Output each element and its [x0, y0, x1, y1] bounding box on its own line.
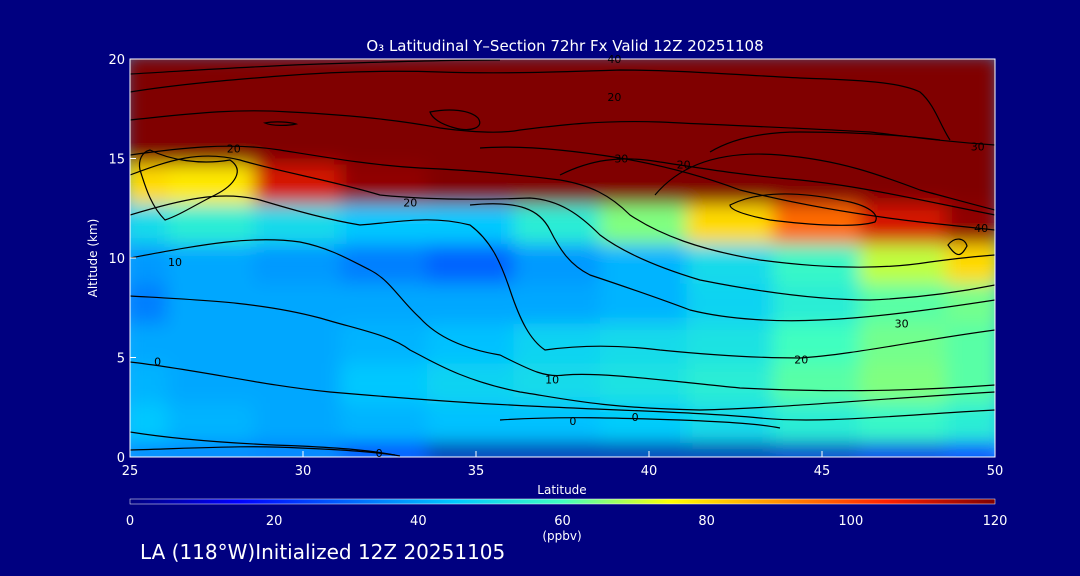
contour-line [130, 59, 501, 75]
contour-line [130, 446, 396, 456]
y-tick-label: 0 [117, 451, 125, 466]
x-tick-label: 25 [122, 464, 139, 479]
contour-label: 0 [154, 355, 161, 368]
contour-label: 30 [895, 318, 909, 331]
colorbar-tick-label: 20 [266, 514, 283, 529]
colorbar [129, 498, 996, 505]
heatmap-cell [513, 59, 612, 85]
contour-line [469, 203, 995, 322]
colorbar-tick-label: 60 [554, 514, 571, 529]
contour-line [559, 158, 995, 216]
contour-line [709, 131, 941, 153]
contour-line [130, 69, 951, 141]
contour-line [262, 121, 299, 126]
contour-line [130, 431, 401, 457]
contour-label: 0 [632, 411, 639, 424]
contour-line [729, 193, 877, 226]
contour-label: 30 [614, 153, 628, 166]
contour-line [130, 239, 995, 392]
colorbar-tick-label: 0 [126, 514, 134, 529]
heatmap-cell [686, 59, 785, 85]
contour-label: 20 [403, 196, 417, 209]
x-tick-label: 45 [814, 464, 831, 479]
colorbar-tick-label: 100 [838, 514, 863, 529]
contour-line [130, 295, 995, 411]
y-tick-label: 5 [117, 352, 125, 367]
contour-line [130, 155, 995, 301]
y-tick-label: 10 [108, 252, 125, 267]
x-axis-label: Latitude [537, 483, 586, 497]
contour-line [130, 361, 995, 421]
contour-label: 0 [569, 415, 576, 428]
y-tick-label: 15 [108, 153, 125, 168]
colorbar-tick-label: 40 [410, 514, 427, 529]
contour-label: 40 [607, 53, 621, 66]
contour-label: 20 [607, 91, 621, 104]
heatmap-cell [945, 59, 995, 85]
y-tick-label: 20 [108, 53, 125, 68]
contour-line [130, 145, 995, 268]
chart-title: O₃ Latitudinal Y–Section 72hr Fx Valid 1… [366, 37, 763, 55]
colorbar-tick-label: 80 [698, 514, 715, 529]
contour-line [654, 153, 995, 211]
contour-line [130, 195, 995, 359]
contour-label: 20 [794, 353, 808, 366]
heatmap-cell [167, 59, 266, 85]
heatmap-cell [859, 59, 958, 85]
contour-line [479, 146, 995, 231]
heatmap-cell [253, 59, 353, 85]
contour-label: 10 [545, 373, 559, 386]
initialization-footer: LA (118°W)Initialized 12Z 20251105 [140, 540, 506, 564]
colorbar-unit-label: (ppbv) [542, 529, 581, 543]
contour-line [947, 238, 968, 256]
contour-label: 0 [376, 447, 383, 460]
contour-label: 20 [227, 143, 241, 156]
contour-line [138, 149, 238, 221]
heatmap-cell [426, 59, 526, 85]
x-tick-label: 40 [641, 464, 658, 479]
contour-line [429, 109, 481, 131]
contour-line [499, 417, 781, 429]
y-axis-label: Altitude (km) [86, 219, 100, 298]
contour-label: 20 [677, 158, 691, 171]
contour-label: 10 [168, 256, 182, 269]
plot-area [130, 59, 995, 457]
x-tick-label: 30 [295, 464, 312, 479]
colorbar-tick-label: 120 [983, 514, 1008, 529]
x-tick-label: 50 [987, 464, 1004, 479]
contour-label: 30 [971, 141, 985, 154]
contour-label: 40 [974, 222, 988, 235]
x-tick-label: 35 [468, 464, 485, 479]
contour-line [130, 110, 995, 146]
heatmap-cell [340, 59, 439, 85]
